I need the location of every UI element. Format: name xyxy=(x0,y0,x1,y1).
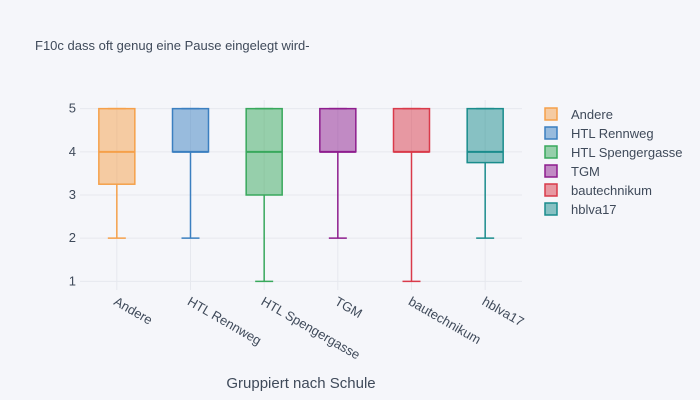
box-htl-rennweg xyxy=(171,107,210,239)
legend-swatch xyxy=(544,202,558,216)
legend-label: HTL Rennweg xyxy=(571,126,654,141)
y-tick-label: 1 xyxy=(69,273,76,288)
legend-item: bautechnikum xyxy=(544,183,652,198)
y-axis-ticks: 1 2 3 4 5 xyxy=(69,101,76,289)
legend-swatch xyxy=(544,126,558,140)
legend-label: hblva17 xyxy=(571,202,617,217)
x-tick-label: TGM xyxy=(332,294,365,321)
box-tgm xyxy=(319,107,357,239)
legend-label: Andere xyxy=(571,107,613,122)
y-tick-label: 3 xyxy=(69,187,76,202)
legend-label: HTL Spengergasse xyxy=(571,145,683,160)
legend-label: bautechnikum xyxy=(571,183,652,198)
chart-title: F10c dass oft genug eine Pause eingelegt… xyxy=(35,38,310,53)
legend-swatch xyxy=(544,183,558,197)
legend-item: HTL Spengergasse xyxy=(544,145,683,160)
iqr-box xyxy=(466,107,504,164)
y-tick-label: 2 xyxy=(69,230,76,245)
legend-item: TGM xyxy=(544,164,600,179)
iqr-box xyxy=(171,107,210,153)
grid-lines xyxy=(80,100,522,290)
y-tick-label: 5 xyxy=(69,101,76,116)
iqr-box xyxy=(319,107,357,153)
legend-swatch xyxy=(544,164,558,178)
y-tick-label: 4 xyxy=(69,144,76,159)
iqr-box xyxy=(98,107,136,185)
box-hblva17 xyxy=(466,107,504,239)
legend-swatch xyxy=(544,145,558,159)
legend-label: TGM xyxy=(571,164,600,179)
x-tick-label: hblva17 xyxy=(480,294,527,330)
boxes xyxy=(98,107,504,283)
x-tick-label: bautechnikum xyxy=(406,294,484,347)
legend-item: hblva17 xyxy=(544,202,617,217)
box-bautechnikum xyxy=(392,107,431,283)
box-htl-spengergasse xyxy=(245,107,283,283)
iqr-box xyxy=(392,107,431,153)
legend-item: Andere xyxy=(544,107,613,122)
x-axis-label: Gruppiert nach Schule xyxy=(226,375,375,392)
legend-swatch xyxy=(544,107,558,121)
x-tick-label: HTL Rennweg xyxy=(185,294,264,348)
x-tick-label: Andere xyxy=(111,294,155,328)
legend: Andere HTL Rennweg HTL Spengergasse TGM baut… xyxy=(544,107,683,217)
box-andere xyxy=(98,107,136,239)
legend-item: HTL Rennweg xyxy=(544,126,654,141)
